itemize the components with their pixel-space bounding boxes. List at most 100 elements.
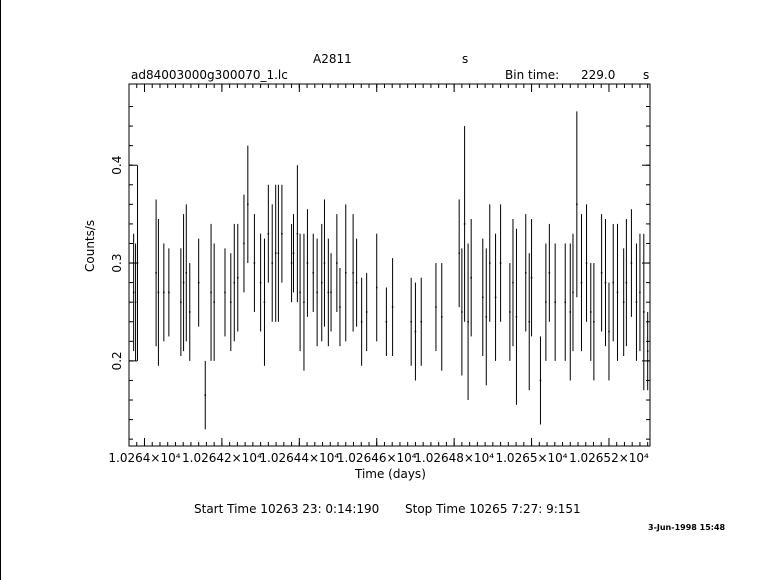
data-point	[391, 306, 394, 308]
data-point	[646, 350, 649, 352]
y-tick-label: 0.3	[110, 253, 124, 272]
data-point	[230, 301, 232, 303]
axis-ticks	[128, 84, 650, 446]
data-point	[612, 281, 614, 284]
data-point	[306, 262, 309, 264]
units-mark: s	[462, 52, 469, 66]
data-point	[182, 281, 185, 284]
data-point	[185, 272, 188, 274]
data-point	[243, 242, 245, 245]
data-point	[197, 281, 200, 284]
data-point	[157, 291, 160, 294]
data-point	[625, 281, 628, 284]
data-point	[168, 291, 170, 294]
data-point	[134, 301, 137, 303]
data-point	[277, 252, 280, 255]
data-point	[604, 281, 607, 284]
data-point	[330, 291, 332, 294]
data-point	[253, 262, 256, 264]
stop-time: Stop Time 10265 7:27: 9:151	[405, 502, 581, 516]
timestamp: 3-Jun-1998 15:48	[648, 523, 726, 532]
object-name: A2811	[313, 52, 352, 66]
data-point	[360, 320, 363, 323]
data-point	[528, 320, 530, 323]
data-point	[312, 272, 314, 274]
bin-time-value: 229.0	[581, 68, 616, 82]
data-point	[259, 281, 262, 284]
data-point	[410, 320, 412, 323]
data-point	[375, 286, 378, 289]
data-point	[414, 330, 417, 333]
data-point	[163, 291, 165, 294]
data-point	[267, 232, 270, 235]
bin-time-unit: s	[643, 68, 650, 82]
data-point	[155, 272, 157, 274]
data-point	[237, 276, 239, 279]
data-point	[352, 272, 354, 274]
data-point	[336, 262, 338, 264]
data-point	[210, 291, 212, 294]
plot-frame	[128, 83, 651, 447]
data-point	[467, 320, 469, 323]
x-tick-label: 1.02644×10⁴	[259, 451, 339, 465]
data-point	[564, 301, 566, 303]
y-axis-label: Counts/s	[83, 219, 97, 272]
data-point	[327, 291, 330, 294]
data-point	[499, 262, 502, 264]
data-point	[339, 306, 341, 308]
data-point	[303, 301, 305, 303]
data-point	[435, 306, 437, 308]
data-point	[271, 262, 273, 264]
x-tick-label: 1.0264×10⁴	[108, 451, 180, 465]
data-point	[132, 291, 135, 294]
x-axis-label: Time (days)	[355, 467, 426, 481]
data-point	[576, 203, 578, 206]
start-time: Start Time 10263 23: 0:14:190	[194, 502, 380, 516]
data-point	[630, 262, 633, 264]
data-point	[494, 296, 497, 299]
data-point	[509, 311, 511, 313]
data-point	[365, 311, 368, 313]
data-point	[263, 301, 266, 303]
data-point	[524, 272, 527, 274]
data-point	[485, 316, 488, 318]
data-point	[180, 301, 182, 303]
data-point	[539, 379, 542, 382]
x-tick-label: 1.02648×10⁴	[414, 451, 494, 465]
data-point	[323, 262, 326, 264]
x-tick-label: 1.02652×10⁴	[569, 451, 649, 465]
data-point	[292, 252, 295, 255]
data-point	[461, 311, 463, 313]
data-point	[482, 296, 484, 299]
data-point	[321, 281, 323, 284]
data-point	[585, 262, 588, 264]
y-tick-label: 0.4	[110, 156, 124, 175]
data-point	[593, 320, 595, 323]
data-point	[233, 281, 236, 284]
data-point	[281, 232, 283, 235]
data-point	[554, 301, 556, 303]
data-point	[548, 272, 551, 274]
file-name: ad84003000g300070_1.lc	[131, 68, 288, 82]
y-tick-label: 0.2	[110, 351, 124, 370]
data-point	[213, 301, 215, 303]
data-point	[643, 311, 645, 313]
data-point	[512, 281, 514, 284]
data-point	[470, 276, 472, 279]
data-point	[204, 394, 207, 396]
data-point	[569, 311, 572, 313]
data-point	[530, 276, 533, 279]
data-point	[489, 262, 491, 264]
data-point	[274, 252, 277, 255]
data-point	[515, 316, 518, 318]
data-point	[441, 316, 443, 318]
data-point	[296, 232, 299, 235]
data-point	[136, 262, 139, 264]
x-tick-label: 1.0265×10⁴	[495, 451, 567, 465]
data-point	[345, 272, 347, 274]
data-point	[316, 291, 318, 294]
data-point	[616, 291, 619, 294]
data-point	[635, 301, 638, 303]
data-point	[545, 301, 547, 303]
